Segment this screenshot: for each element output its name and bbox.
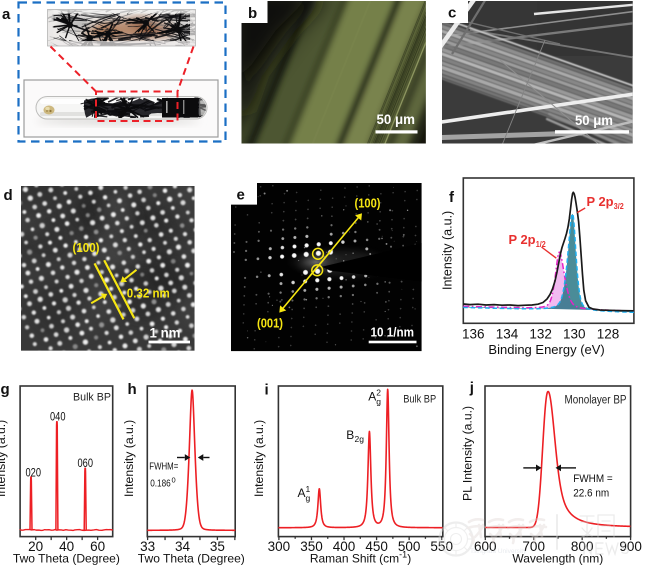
svg-text:Tsinghua University: Tsinghua University [470,548,527,555]
svg-text:(100): (100) [355,197,381,211]
svg-text:128: 128 [597,327,620,342]
svg-text:060: 060 [78,456,94,470]
svg-text:136: 136 [462,327,485,342]
svg-text:300: 300 [268,539,291,554]
svg-text:Intensity (a.u.): Intensity (a.u.) [252,420,266,497]
svg-text:Intensity (a.u.): Intensity (a.u.) [0,420,8,497]
svg-text:1 nm: 1 nm [150,325,181,341]
svg-text:450: 450 [365,539,388,554]
svg-text:Bulk BP: Bulk BP [73,392,111,404]
svg-text:33: 33 [140,539,155,554]
svg-text:400: 400 [333,539,356,554]
svg-text:550: 550 [430,539,453,554]
svg-text:500: 500 [398,539,421,554]
svg-text:A: A [368,390,376,404]
svg-text:2g: 2g [355,434,365,444]
svg-text:34: 34 [175,539,191,554]
svg-text:35: 35 [210,539,225,554]
svg-text:50 μm: 50 μm [377,112,416,127]
svg-text:h: h [128,381,137,398]
svg-text:Intensity (a.u.): Intensity (a.u.) [441,211,455,290]
svg-text:e: e [237,187,245,204]
svg-text:Two Theta (Degree): Two Theta (Degree) [13,552,120,566]
svg-text:132: 132 [529,327,552,342]
svg-text:g: g [376,397,381,407]
svg-text:20: 20 [28,539,43,554]
svg-text:(001): (001) [257,316,283,330]
svg-text:PL Intensity (a.u.): PL Intensity (a.u.) [461,406,475,501]
svg-text:FWHM =: FWHM = [573,473,613,485]
svg-text:b: b [248,5,257,22]
svg-text:j: j [469,380,474,397]
svg-text:020: 020 [26,466,42,480]
svg-text:Intensity (a.u.): Intensity (a.u.) [122,420,136,497]
svg-text:700: 700 [522,539,545,554]
svg-text:f: f [449,189,455,206]
svg-text:134: 134 [496,327,519,342]
svg-text:B: B [346,428,354,442]
svg-text:Binding Energy (eV): Binding Energy (eV) [488,342,604,357]
svg-text:2: 2 [376,388,381,398]
svg-text:a: a [2,6,11,23]
svg-text:FWHM=: FWHM= [149,461,178,473]
svg-text:3/2: 3/2 [614,201,624,211]
svg-text:60: 60 [90,539,105,554]
svg-text:800: 800 [571,539,594,554]
svg-text:040: 040 [50,410,66,424]
svg-text:Two Theta (Degree): Two Theta (Degree) [138,552,245,566]
svg-text:0.32 nm: 0.32 nm [127,287,170,301]
svg-text:Wavelength (nm): Wavelength (nm) [512,552,603,566]
svg-text:900: 900 [619,539,642,554]
svg-text:1/2: 1/2 [536,239,546,249]
svg-text:40: 40 [59,539,74,554]
svg-text:d: d [4,187,13,204]
svg-text:(100): (100) [73,241,100,255]
svg-text:22.6 nm: 22.6 nm [573,488,609,500]
svg-text:g: g [306,493,311,503]
svg-text:c: c [448,4,456,21]
svg-text:350: 350 [300,539,323,554]
svg-text:A: A [298,486,306,500]
svg-text:Raman Shift (cm-1): Raman Shift (cm-1) [310,550,411,566]
svg-text:i: i [265,382,269,399]
svg-text:P 2p: P 2p [509,233,536,247]
svg-text:0: 0 [172,476,176,485]
svg-text:g: g [1,381,10,398]
svg-text:130: 130 [563,327,586,342]
svg-text:0.186: 0.186 [150,478,171,490]
svg-text:Monolayer BP: Monolayer BP [565,395,627,407]
svg-text:1: 1 [306,484,311,494]
svg-text:50 μm: 50 μm [575,113,613,128]
svg-text:10 1/nm: 10 1/nm [371,325,415,340]
svg-text:600: 600 [474,539,497,554]
svg-text:P 2p: P 2p [587,195,614,209]
svg-text:Bulk BP: Bulk BP [403,394,436,406]
